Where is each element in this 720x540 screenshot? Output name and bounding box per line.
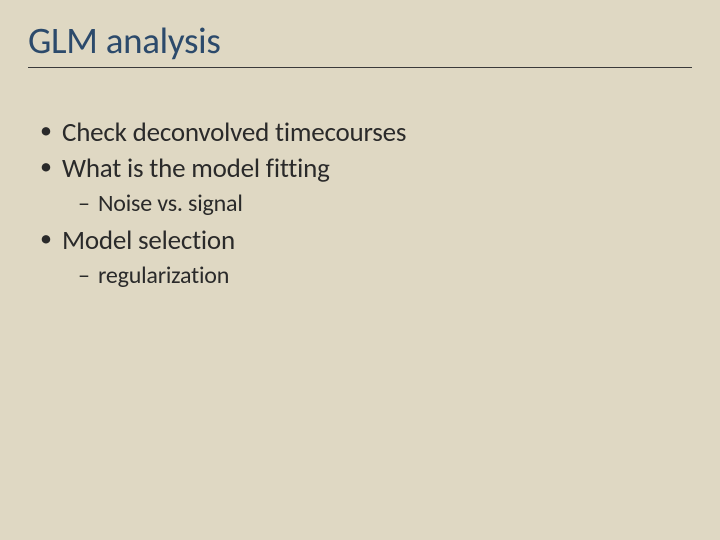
bullet-item: What is the model fitting (40, 152, 692, 185)
bullet-sub-item: Noise vs. signal (40, 189, 692, 218)
bullet-sub-item: regularization (40, 261, 692, 290)
slide-title: GLM analysis (28, 18, 692, 68)
bullet-item: Check deconvolved timecourses (40, 116, 692, 149)
slide-container: GLM analysis Check deconvolved timecours… (0, 0, 720, 540)
bullet-item: Model selection (40, 224, 692, 257)
slide-content: Check deconvolved timecourses What is th… (28, 116, 692, 290)
